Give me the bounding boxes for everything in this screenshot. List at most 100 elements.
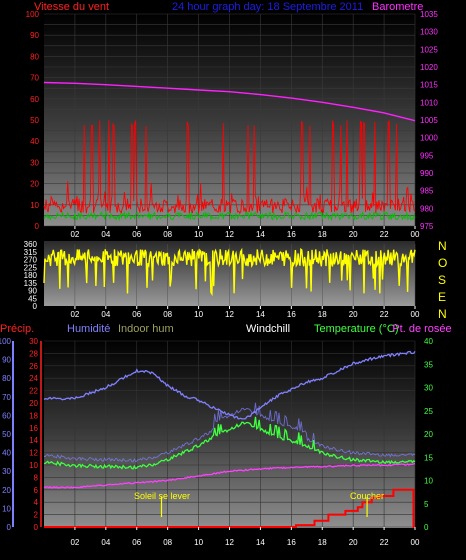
x-tick-label: 02 bbox=[70, 538, 79, 547]
y-tick-label-rain: 22 bbox=[29, 387, 38, 396]
x-tick-label: 04 bbox=[101, 230, 110, 239]
x-tick-label: 04 bbox=[101, 310, 110, 319]
y-tick-label-wind: 50 bbox=[30, 116, 39, 125]
y-tick-label-temperature: 25 bbox=[424, 407, 433, 416]
y-tick-label-baro: 1000 bbox=[420, 134, 438, 143]
x-tick-label: 00 bbox=[411, 538, 420, 547]
y-tick-label-humidity: 50 bbox=[2, 430, 11, 439]
y-tick-label-temperature: 15 bbox=[424, 453, 433, 462]
y-tick-label-temperature: 5 bbox=[424, 500, 429, 509]
x-tick-label: 02 bbox=[70, 310, 79, 319]
x-tick-label: 14 bbox=[256, 230, 265, 239]
x-tick-label: 08 bbox=[163, 230, 172, 239]
y-tick-label-rain: 28 bbox=[29, 349, 38, 358]
y-tick-label-direction: 360 bbox=[24, 240, 38, 249]
y-tick-label-wind: 100 bbox=[26, 10, 40, 19]
y-tick-label-humidity: 10 bbox=[2, 504, 11, 513]
y-tick-label-wind: 20 bbox=[30, 180, 39, 189]
y-tick-label-baro: 980 bbox=[420, 204, 434, 213]
x-tick-label: 08 bbox=[163, 310, 172, 319]
y-tick-label-rain: 20 bbox=[29, 399, 38, 408]
y-tick-label-humidity: 0 bbox=[7, 523, 12, 532]
y-tick-label-humidity: 90 bbox=[2, 356, 11, 365]
y-tick-label-temperature: 10 bbox=[424, 477, 433, 486]
y-tick-label-rain: 26 bbox=[29, 362, 38, 371]
x-tick-label: 12 bbox=[225, 230, 234, 239]
temp-hum-rain-chart: 0102030405060708090100024681012141618202… bbox=[0, 337, 433, 547]
x-tick-label: 20 bbox=[349, 310, 358, 319]
y-tick-label-humidity: 40 bbox=[2, 449, 11, 458]
x-tick-label: 16 bbox=[287, 230, 296, 239]
y-tick-label-rain: 6 bbox=[34, 486, 39, 495]
y-tick-label-wind: 60 bbox=[30, 95, 39, 104]
x-tick-label: 16 bbox=[287, 538, 296, 547]
x-tick-label: 22 bbox=[380, 310, 389, 319]
x-tick-label: 10 bbox=[194, 310, 203, 319]
legend-humidity: Humidité bbox=[67, 323, 110, 335]
barometer-label: Barometre bbox=[372, 1, 423, 13]
compass-s: S bbox=[438, 273, 446, 287]
wind-direction-line bbox=[43, 247, 416, 297]
y-tick-label-temperature: 40 bbox=[424, 337, 433, 346]
x-tick-label: 10 bbox=[194, 538, 203, 547]
y-tick-label-wind: 0 bbox=[35, 222, 40, 231]
y-tick-label-baro: 1010 bbox=[420, 98, 438, 107]
y-tick-label-wind: 80 bbox=[30, 52, 39, 61]
humidity-line bbox=[43, 350, 416, 420]
compass-n-bottom: N bbox=[438, 307, 447, 321]
x-tick-label: 18 bbox=[318, 538, 327, 547]
x-tick-label: 00 bbox=[411, 230, 420, 239]
x-tick-label: 08 bbox=[163, 538, 172, 547]
y-tick-label-rain: 14 bbox=[29, 436, 38, 445]
y-tick-label-rain: 0 bbox=[34, 523, 39, 532]
x-tick-label: 00 bbox=[411, 310, 420, 319]
y-tick-label-baro: 1020 bbox=[420, 63, 438, 72]
y-tick-label-direction: 270 bbox=[24, 256, 38, 265]
barometer-line bbox=[43, 81, 416, 122]
y-tick-label-baro: 1030 bbox=[420, 28, 438, 37]
sunset-label: Coucher bbox=[350, 491, 384, 501]
y-tick-label-direction: 180 bbox=[24, 271, 38, 280]
y-tick-label-rain: 12 bbox=[29, 449, 38, 458]
wind-baro-chart: 0102030405060708090100975980985990995100… bbox=[26, 10, 439, 239]
y-tick-label-direction: 225 bbox=[24, 263, 38, 272]
x-tick-label: 18 bbox=[318, 310, 327, 319]
x-tick-label: 18 bbox=[318, 230, 327, 239]
x-tick-label: 06 bbox=[132, 310, 141, 319]
y-tick-label-wind: 90 bbox=[30, 31, 39, 40]
y-tick-label-baro: 990 bbox=[420, 169, 434, 178]
temperature-line bbox=[44, 416, 416, 470]
y-tick-label-humidity: 80 bbox=[2, 374, 11, 383]
x-tick-label: 14 bbox=[256, 310, 265, 319]
y-tick-label-direction: 0 bbox=[33, 302, 38, 311]
sunrise-label: Soleil se lever bbox=[134, 491, 190, 501]
y-tick-label-baro: 985 bbox=[420, 187, 434, 196]
x-tick-label: 02 bbox=[70, 230, 79, 239]
y-tick-label-direction: 315 bbox=[24, 248, 38, 257]
y-tick-label-temperature: 0 bbox=[424, 523, 429, 532]
wind-average-line bbox=[43, 210, 416, 222]
compass-e: E bbox=[438, 290, 446, 304]
y-tick-label-humidity: 70 bbox=[2, 393, 11, 402]
x-tick-label: 16 bbox=[287, 310, 296, 319]
y-tick-label-baro: 1015 bbox=[420, 81, 438, 90]
y-tick-label-rain: 10 bbox=[29, 461, 38, 470]
x-tick-label: 22 bbox=[380, 538, 389, 547]
y-tick-label-wind: 70 bbox=[30, 74, 39, 83]
x-tick-label: 20 bbox=[349, 230, 358, 239]
y-tick-label-rain: 2 bbox=[34, 511, 39, 520]
y-tick-label-humidity: 20 bbox=[2, 486, 11, 495]
chart-title: 24 hour graph day: 18 Septembre 2011 bbox=[172, 1, 363, 13]
y-tick-label-baro: 1025 bbox=[420, 45, 438, 54]
y-tick-label-baro: 1035 bbox=[420, 10, 438, 19]
y-tick-label-rain: 16 bbox=[29, 424, 38, 433]
x-tick-label: 22 bbox=[380, 230, 389, 239]
y-tick-label-rain: 30 bbox=[29, 337, 38, 346]
dewpoint-line bbox=[43, 463, 416, 489]
y-tick-label-rain: 24 bbox=[29, 374, 38, 383]
x-tick-label: 20 bbox=[349, 538, 358, 547]
y-tick-label-humidity: 30 bbox=[2, 467, 11, 476]
y-tick-label-humidity: 100 bbox=[0, 337, 12, 346]
